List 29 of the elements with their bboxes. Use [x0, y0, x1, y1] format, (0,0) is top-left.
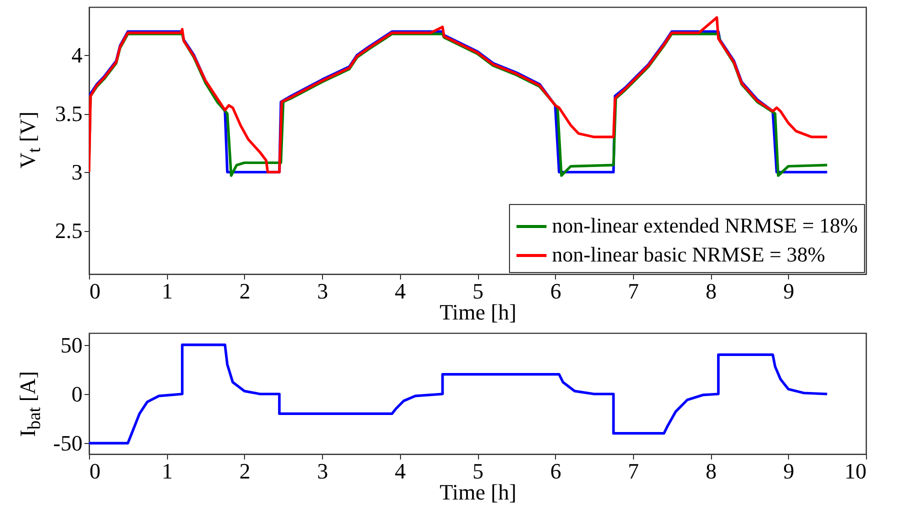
y-tick-label: -50 [53, 430, 82, 456]
x-tick-label: 9 [783, 458, 794, 484]
y-tick-label: 50 [60, 332, 82, 358]
x-tick-label: 0 [90, 278, 100, 304]
x-tick-label: 8 [706, 458, 717, 484]
x-tick-label: 9 [783, 278, 794, 304]
x-tick-label: 1 [162, 458, 173, 484]
x-tick-label: 7 [628, 278, 639, 304]
x-tick-label: 3 [317, 458, 328, 484]
x-tick-label: 2 [239, 458, 250, 484]
y-tick-label: 4 [72, 42, 82, 68]
legend-label: non-linear extended NRMSE = 18% [552, 214, 858, 238]
x-tick-label: 1 [162, 278, 173, 304]
x-tick-label: 4 [394, 458, 406, 484]
x-tick-label: 10 [844, 458, 866, 484]
x-tick-label: 7 [628, 458, 639, 484]
y-tick-label: 3 [72, 160, 82, 185]
x-tick-label: 6 [550, 458, 562, 484]
x-tick-label: 0 [90, 458, 100, 484]
y-tick-label: 0 [72, 381, 82, 406]
x-tick-label: 2 [239, 278, 250, 304]
y-tick-label: 3.5 [55, 101, 82, 126]
x-tick-label: 8 [706, 278, 717, 304]
line-series [89, 344, 828, 444]
x-tick-label: 3 [317, 278, 328, 304]
legend-label: non-linear basic NRMSE = 38% [552, 242, 826, 266]
x-tick-label: 4 [394, 278, 406, 304]
x-tick-label: 6 [550, 278, 562, 304]
y-tick-label: 2.5 [55, 218, 82, 244]
